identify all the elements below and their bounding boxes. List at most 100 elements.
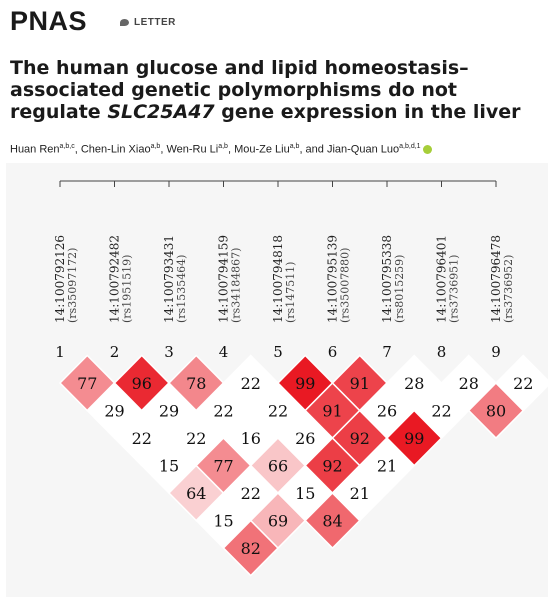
ld-value: 99: [295, 374, 315, 393]
ld-value: 99: [404, 429, 424, 448]
ld-value: 91: [350, 374, 370, 393]
ld-value: 66: [268, 457, 288, 476]
snp-index-label: 7: [382, 343, 392, 361]
ld-value: 21: [377, 457, 397, 476]
snp-index-label: 3: [164, 343, 174, 361]
snp-position-label: 14:100792126: [53, 235, 67, 323]
article-title: The human glucose and lipid homeostasis–…: [10, 57, 550, 123]
ld-value: 96: [132, 374, 152, 393]
snp-label: 14:100794818 (rs147511): [271, 235, 297, 323]
snp-position-label: 14:100795139: [326, 235, 340, 323]
ld-value: 28: [404, 374, 424, 393]
snp-position-label: 14:100792482: [108, 235, 122, 323]
author-affiliation: a,b: [289, 143, 300, 150]
snp-index-label: 1: [55, 343, 65, 361]
snp-index-label: 5: [273, 343, 283, 361]
snp-position-label: 14:100793431: [162, 235, 176, 323]
snp-label: 14:100796401 (rs3736951): [435, 235, 461, 323]
title-gene-name: SLC25A47: [107, 101, 215, 123]
orcid-icon[interactable]: [422, 144, 432, 154]
journal-header: PNAS LETTER: [10, 6, 550, 36]
author-list: Huan Rena,b,c, Chen-Lin Xiaoa,b, Wen-Ru …: [10, 143, 550, 156]
ld-cell: [494, 354, 552, 412]
ld-value: 26: [377, 402, 397, 421]
speech-bubble-icon: [120, 19, 129, 26]
ld-value: 80: [486, 402, 506, 421]
ld-value: 64: [186, 484, 206, 503]
author-name[interactable]: Jian-Quan Luo: [326, 143, 400, 156]
ld-value: 16: [241, 429, 261, 448]
snp-position-label: 14:100794159: [217, 235, 231, 323]
ld-value: 22: [186, 429, 206, 448]
snp-rsid-label: (rs8015259): [393, 255, 406, 323]
ld-value: 84: [322, 512, 342, 531]
article-type-label: LETTER: [134, 17, 176, 28]
snp-index-label: 9: [491, 343, 501, 361]
author-separator: ,: [160, 143, 167, 156]
snp-index-label: 4: [219, 343, 229, 361]
snp-rsid-label: (rs147511): [284, 262, 297, 323]
author-separator: , and: [299, 143, 327, 156]
snp-rsid-label: (rs34184867): [230, 248, 243, 323]
ld-value: 15: [159, 457, 179, 476]
author-affiliation: a,b: [150, 143, 161, 150]
ld-value: 91: [322, 402, 342, 421]
ld-value: 29: [104, 402, 124, 421]
snp-label: 14:100792482 (rs1951519): [108, 235, 134, 323]
snp-rsid-label: (rs35007880): [339, 248, 352, 323]
ld-value: 22: [241, 484, 261, 503]
snp-label: 14:100793431 (rs1535464): [162, 235, 188, 323]
author-affiliation: a,b,c: [59, 143, 75, 150]
title-text-part1: The human glucose and lipid homeostasis–…: [10, 57, 469, 123]
ld-value: 22: [213, 402, 233, 421]
snp-rsid-label: (rs1951519): [121, 255, 134, 323]
snp-index-label: 6: [328, 343, 338, 361]
snp-position-label: 14:100796478: [489, 235, 503, 323]
ld-value: 82: [241, 539, 261, 558]
snp-label: 14:100795338 (rs8015259): [380, 235, 406, 323]
author-name[interactable]: Huan Ren: [10, 143, 60, 156]
ld-value: 92: [350, 429, 370, 448]
ld-value: 29: [159, 402, 179, 421]
ld-value: 26: [295, 429, 315, 448]
ld-value: 77: [213, 457, 233, 476]
author-affiliation: a,b: [218, 143, 228, 150]
author-name[interactable]: Mou-Ze Liu: [234, 143, 290, 156]
snp-rsid-label: (rs1535464): [175, 255, 188, 323]
snp-index-label: 2: [110, 343, 120, 361]
author-affiliation: a,b,d,1: [399, 143, 421, 150]
ld-value: 77: [77, 374, 97, 393]
ld-value: 22: [132, 429, 152, 448]
snp-position-label: 14:100795338: [380, 235, 394, 323]
snp-rsid-label: (rs3736952): [502, 255, 515, 323]
snp-position-label: 14:100796401: [435, 235, 449, 323]
ld-heatmap-svg: 14:100792126 (rs35097172)114:100792482 (rs…: [53, 180, 552, 577]
journal-logo[interactable]: PNAS: [10, 6, 88, 36]
title-text-part2: gene expression in the liver: [214, 101, 521, 123]
ld-value: 28: [459, 374, 479, 393]
snp-label: 14:100796478 (rs3736952): [489, 235, 515, 323]
ld-value: 92: [322, 457, 342, 476]
ld-value: 78: [186, 374, 206, 393]
author-name[interactable]: Chen-Lin Xiao: [80, 143, 151, 156]
snp-position-label: 14:100794818: [271, 235, 285, 323]
ld-value: 22: [431, 402, 451, 421]
ld-value: 22: [513, 374, 533, 393]
article-type-badge: LETTER: [120, 17, 176, 28]
snp-index-label: 8: [437, 343, 447, 361]
author-separator: ,: [227, 143, 235, 156]
ld-value: 15: [213, 512, 233, 531]
author-separator: ,: [74, 143, 81, 156]
ld-value: 22: [268, 402, 288, 421]
ld-heatmap-figure: 14:100792126 (rs35097172) 1 14:100792482 (rs…: [6, 163, 552, 597]
ld-value: 69: [268, 512, 288, 531]
snp-label: 14:100794159 (rs34184867): [217, 235, 243, 323]
ld-value: 15: [295, 484, 315, 503]
snp-rsid-label: (rs35097172): [66, 248, 79, 323]
author-name[interactable]: Wen-Ru Li: [166, 143, 219, 156]
snp-label: 14:100795139 (rs35007880): [326, 235, 352, 323]
snp-rsid-label: (rs3736951): [448, 255, 461, 323]
ld-value: 21: [350, 484, 370, 503]
snp-label: 14:100792126 (rs35097172): [53, 235, 79, 323]
ld-value: 22: [241, 374, 261, 393]
